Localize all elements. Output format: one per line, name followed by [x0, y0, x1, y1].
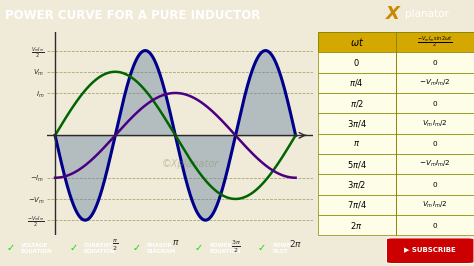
Text: $5\pi/4$: $5\pi/4$ [346, 159, 367, 170]
Bar [318, 113, 474, 134]
Text: ✓: ✓ [69, 243, 77, 253]
Bar [318, 134, 474, 154]
Text: CURRENT
EQUATION: CURRENT EQUATION [83, 243, 115, 254]
Text: $\pi$: $\pi$ [353, 139, 360, 148]
Text: $0$: $0$ [432, 58, 438, 67]
Text: ✓: ✓ [6, 243, 15, 253]
Bar [318, 93, 474, 113]
Text: POWER
EQUATION: POWER EQUATION [210, 243, 241, 254]
Text: $0$: $0$ [432, 99, 438, 108]
Bar [318, 32, 474, 52]
Text: planator: planator [405, 9, 449, 19]
Text: POWER CURVE FOR A PURE INDUCTOR: POWER CURVE FOR A PURE INDUCTOR [5, 10, 260, 22]
Text: $V_m I_m/2$: $V_m I_m/2$ [422, 118, 447, 128]
Text: $2\pi$: $2\pi$ [350, 220, 363, 231]
Text: $V_m I_m/2$: $V_m I_m/2$ [422, 200, 447, 210]
Text: $\pi/2$: $\pi/2$ [350, 98, 364, 109]
Bar [318, 154, 474, 174]
Text: X: X [386, 5, 400, 23]
Text: ▶ SUBSCRIBE: ▶ SUBSCRIBE [404, 246, 456, 252]
Text: $3\pi/2$: $3\pi/2$ [347, 179, 366, 190]
FancyBboxPatch shape [386, 238, 474, 264]
Bar [318, 73, 474, 93]
Text: $0$: $0$ [353, 57, 360, 68]
Text: $-V_m I_m/2$: $-V_m I_m/2$ [419, 159, 451, 169]
Text: ©Xplanator: ©Xplanator [162, 159, 219, 169]
Text: $0$: $0$ [432, 139, 438, 148]
Text: $\frac{-V_m I_m \sin 2\omega t}{2}$: $\frac{-V_m I_m \sin 2\omega t}{2}$ [417, 35, 453, 49]
Text: $\omega t$: $\omega t$ [349, 36, 364, 48]
Bar [318, 215, 474, 235]
Text: $3\pi/4$: $3\pi/4$ [346, 118, 367, 129]
Text: $0$: $0$ [432, 180, 438, 189]
Text: ✓: ✓ [132, 243, 140, 253]
Text: POWER
PLOT: POWER PLOT [272, 243, 295, 254]
Text: ✓: ✓ [195, 243, 203, 253]
Text: $7\pi/4$: $7\pi/4$ [346, 200, 367, 210]
Bar [318, 174, 474, 195]
Text: VOLTAGE
EQUATION: VOLTAGE EQUATION [21, 243, 52, 254]
Text: PHASOR
DIAGRAM: PHASOR DIAGRAM [146, 243, 176, 254]
Text: $\pi/4$: $\pi/4$ [349, 77, 364, 88]
Bar [318, 52, 474, 73]
Text: $0$: $0$ [432, 221, 438, 230]
Text: ✓: ✓ [258, 243, 266, 253]
Text: $-V_m I_m/2$: $-V_m I_m/2$ [419, 78, 451, 88]
Bar [318, 195, 474, 215]
